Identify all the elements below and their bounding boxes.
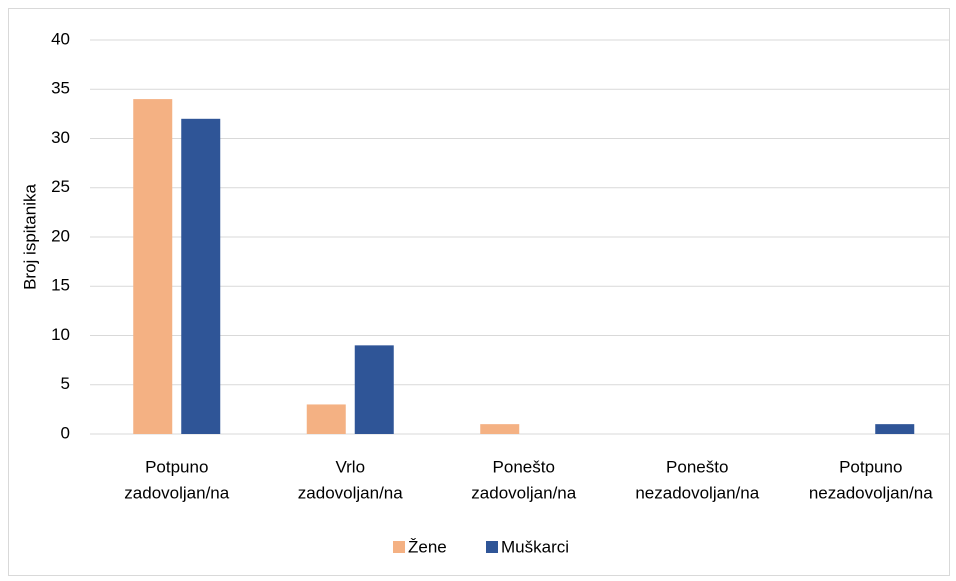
y-tick-label: 30 [51,128,70,147]
y-tick-label: 0 [61,423,70,442]
x-tick-label: Ponešto [666,457,728,476]
x-tick-label: Ponešto [493,457,555,476]
x-tick-label: zadovoljan/na [298,483,403,502]
bar [181,118,221,435]
x-tick-label: nezadovoljan/na [809,483,933,502]
legend-swatch [393,541,405,553]
y-axis-label: Broj ispitanika [20,184,39,290]
y-tick-label: 40 [51,29,70,48]
x-tick-label: zadovoljan/na [471,483,576,502]
bar [480,424,520,434]
y-tick-label: 25 [51,177,70,196]
x-tick-label: nezadovoljan/na [635,483,759,502]
y-tick-label: 10 [51,325,70,344]
x-tick-label: Vrlo [335,457,365,476]
legend-label: Žene [408,537,447,556]
bar [875,424,915,434]
y-tick-label: 20 [51,226,70,245]
x-tick-label: Potpuno [839,457,902,476]
bar [354,345,394,434]
y-tick-label: 15 [51,276,70,295]
x-tick-label: zadovoljan/na [124,483,229,502]
y-tick-label: 5 [61,374,70,393]
x-tick-label: Potpuno [145,457,208,476]
y-tick-label: 35 [51,79,70,98]
legend-label: Muškarci [501,537,569,556]
bar [133,99,173,434]
bar [306,404,346,434]
legend-swatch [486,541,498,553]
